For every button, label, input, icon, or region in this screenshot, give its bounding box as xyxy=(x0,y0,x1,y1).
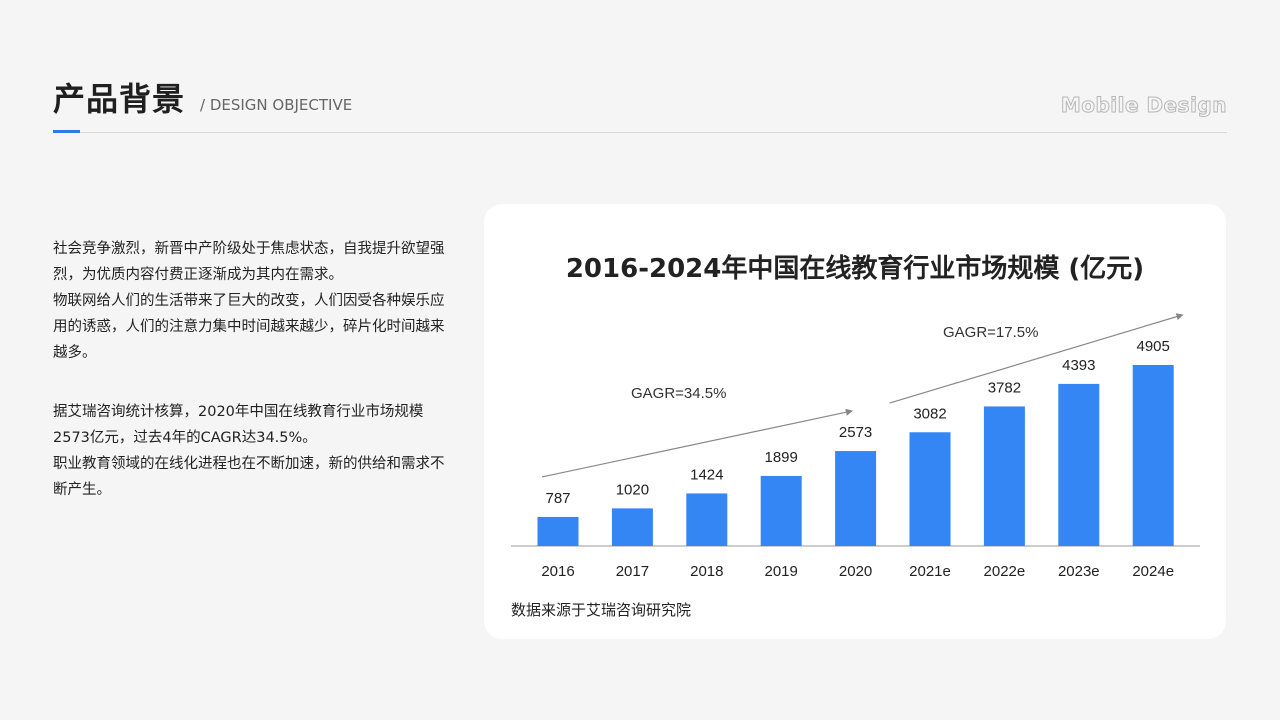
bar xyxy=(537,516,579,546)
header-divider-accent xyxy=(53,130,80,133)
bar-value-label: 1020 xyxy=(616,481,649,498)
bar-value-label: 1424 xyxy=(690,466,723,483)
growth-annotation: GAGR=17.5% xyxy=(943,324,1038,341)
bar xyxy=(611,508,653,546)
brand-wordmark: Mobile Design xyxy=(1060,93,1227,118)
x-tick-label: 2024e xyxy=(1132,563,1174,580)
bar xyxy=(686,493,728,546)
header-divider xyxy=(53,132,1227,133)
page-subtitle: / DESIGN OBJECTIVE xyxy=(200,96,353,114)
x-tick-label: 2020 xyxy=(839,563,872,580)
growth-annotation: GAGR=34.5% xyxy=(631,385,726,402)
intro-paragraph-1: 社会竞争激烈，新晋中产阶级处于焦虑状态，自我提升欲望强烈，为优质内容付费正逐渐成… xyxy=(53,236,448,366)
x-tick-label: 2018 xyxy=(690,563,723,580)
bar-value-label: 2573 xyxy=(839,424,872,441)
bar-chart: 787 2016 1020 2017 1424 2018 1899 2019 2573 2020 3… xyxy=(511,313,1200,580)
intro-text: 据艾瑞咨询统计核算，2020年中国在线教育行业市场规模2573亿元，过去4年的C… xyxy=(53,404,424,446)
x-tick-label: 2023e xyxy=(1058,563,1100,580)
chart-card: 2016-2024年中国在线教育行业市场规模 (亿元) 787 2016 1020 2… xyxy=(484,204,1226,639)
data-source-note: 数据来源于艾瑞咨询研究院 xyxy=(511,601,692,619)
intro-text: 职业教育领域的在线化进程也在不断加速，新的供给和需求不断产生。 xyxy=(53,456,445,498)
intro-paragraph-2: 据艾瑞咨询统计核算，2020年中国在线教育行业市场规模2573亿元，过去4年的C… xyxy=(53,399,448,503)
bar-value-label: 1899 xyxy=(765,449,798,466)
x-tick-label: 2022e xyxy=(984,563,1026,580)
chart-title: 2016-2024年中国在线教育行业市场规模 (亿元) xyxy=(565,254,1145,284)
intro-text: 物联网给人们的生活带来了巨大的改变，人们因受各种娱乐应用的诱惑，人们的注意力集中… xyxy=(53,293,445,361)
x-tick-label: 2017 xyxy=(616,563,649,580)
growth-arrow xyxy=(541,408,854,478)
bar xyxy=(1058,383,1100,546)
bar xyxy=(760,475,802,546)
page-title: 产品背景 xyxy=(53,80,186,118)
intro-text: 社会竞争激烈，新晋中产阶级处于焦虑状态，自我提升欲望强烈，为优质内容付费正逐渐成… xyxy=(53,241,445,283)
x-tick-label: 2019 xyxy=(765,563,798,580)
x-tick-label: 2016 xyxy=(541,563,574,580)
bar xyxy=(983,406,1025,546)
growth-arrow xyxy=(889,313,1184,404)
bar-value-label: 3082 xyxy=(913,405,946,422)
bar-value-label: 787 xyxy=(545,490,570,507)
x-tick-label: 2021e xyxy=(909,563,951,580)
bar xyxy=(1132,365,1174,546)
bar xyxy=(909,432,951,546)
bar-value-label: 4393 xyxy=(1062,357,1095,374)
bar-value-label: 4905 xyxy=(1137,338,1170,355)
bar xyxy=(835,451,877,546)
bar-value-label: 3782 xyxy=(988,379,1021,396)
